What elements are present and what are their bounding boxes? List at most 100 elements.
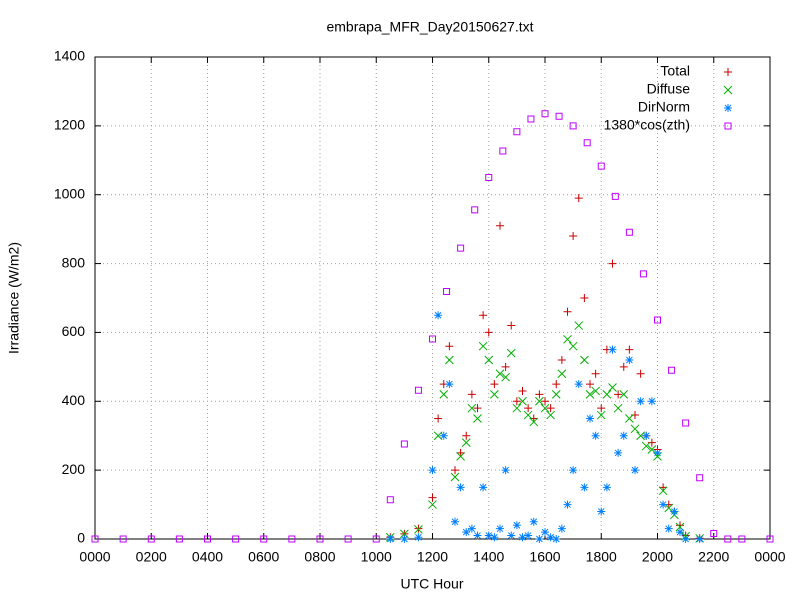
x-tick-label: 2000 <box>642 549 673 565</box>
point <box>557 524 566 533</box>
point <box>457 244 465 252</box>
point <box>639 270 647 278</box>
y-tick-label: 400 <box>62 392 86 408</box>
point <box>456 452 465 461</box>
x-tick-label: 0600 <box>248 549 279 565</box>
x-tick-label: 1800 <box>586 549 617 565</box>
point <box>386 496 394 504</box>
point <box>563 500 572 509</box>
point <box>512 403 522 413</box>
point <box>496 524 504 533</box>
point <box>513 128 521 136</box>
x-tick-label: 0400 <box>192 549 223 565</box>
point <box>535 396 544 406</box>
point <box>541 110 549 118</box>
point <box>414 533 423 542</box>
point <box>574 380 583 389</box>
point <box>372 535 380 543</box>
point <box>602 483 611 492</box>
point <box>642 431 651 440</box>
point <box>563 307 572 316</box>
point <box>597 507 606 516</box>
point <box>512 521 521 530</box>
point <box>429 335 436 343</box>
legend-marker <box>724 104 732 112</box>
plot-frame <box>94 56 771 540</box>
point <box>608 383 617 392</box>
point <box>766 535 774 543</box>
point <box>467 524 476 533</box>
point <box>695 535 704 543</box>
point <box>668 366 676 374</box>
legend-marker <box>723 85 733 95</box>
point <box>91 535 99 543</box>
point <box>614 448 623 457</box>
point <box>445 380 454 389</box>
point <box>568 341 578 351</box>
point <box>676 528 684 537</box>
point <box>344 535 352 543</box>
point <box>451 517 459 526</box>
point <box>507 321 516 330</box>
point <box>631 466 639 475</box>
legend-label: Diffuse <box>647 81 691 97</box>
point <box>641 441 651 451</box>
point <box>414 386 422 394</box>
point <box>473 404 482 413</box>
point <box>710 529 718 537</box>
point <box>696 474 704 482</box>
point <box>676 521 684 530</box>
x-axis-label: UTC Hour <box>400 576 463 592</box>
point <box>681 535 690 543</box>
point <box>484 328 493 337</box>
point <box>636 369 645 378</box>
point <box>523 410 533 420</box>
point <box>439 390 449 399</box>
point <box>288 535 296 543</box>
x-tick-label: 0200 <box>136 549 167 565</box>
point <box>428 500 437 509</box>
point <box>580 355 589 365</box>
point <box>147 535 155 543</box>
point <box>496 221 504 230</box>
point <box>529 417 539 427</box>
point <box>670 507 679 516</box>
y-tick-label: 1000 <box>54 185 85 201</box>
point <box>386 535 395 543</box>
point <box>619 431 628 440</box>
point <box>524 404 533 413</box>
point <box>414 525 423 534</box>
point <box>428 493 437 502</box>
point <box>484 531 493 540</box>
x-tick-label: 0800 <box>304 549 335 565</box>
point <box>630 424 640 434</box>
point <box>451 466 459 475</box>
y-tick-label: 1400 <box>54 48 85 64</box>
point <box>450 472 460 482</box>
point <box>580 483 589 492</box>
point <box>557 369 567 379</box>
chart-title: embrapa_MFR_Day20150627.txt <box>326 19 533 35</box>
point <box>461 438 471 447</box>
point <box>586 380 594 389</box>
point <box>434 414 443 423</box>
point <box>563 334 572 344</box>
legend-label: 1380*cos(zth) <box>604 117 690 133</box>
y-tick-label: 600 <box>62 323 86 339</box>
legend-marker <box>724 122 732 130</box>
point <box>625 345 634 354</box>
point <box>316 535 324 543</box>
point <box>574 321 584 330</box>
point <box>608 345 617 354</box>
point <box>518 533 527 542</box>
point <box>647 397 656 406</box>
x-tick-label: 1000 <box>361 549 392 565</box>
point <box>574 194 583 203</box>
point <box>524 531 533 540</box>
point <box>400 440 408 448</box>
point <box>456 448 465 457</box>
legend-label: Total <box>660 63 690 79</box>
point <box>439 431 448 440</box>
point <box>659 483 668 492</box>
x-tick-label: 0000 <box>79 549 110 565</box>
